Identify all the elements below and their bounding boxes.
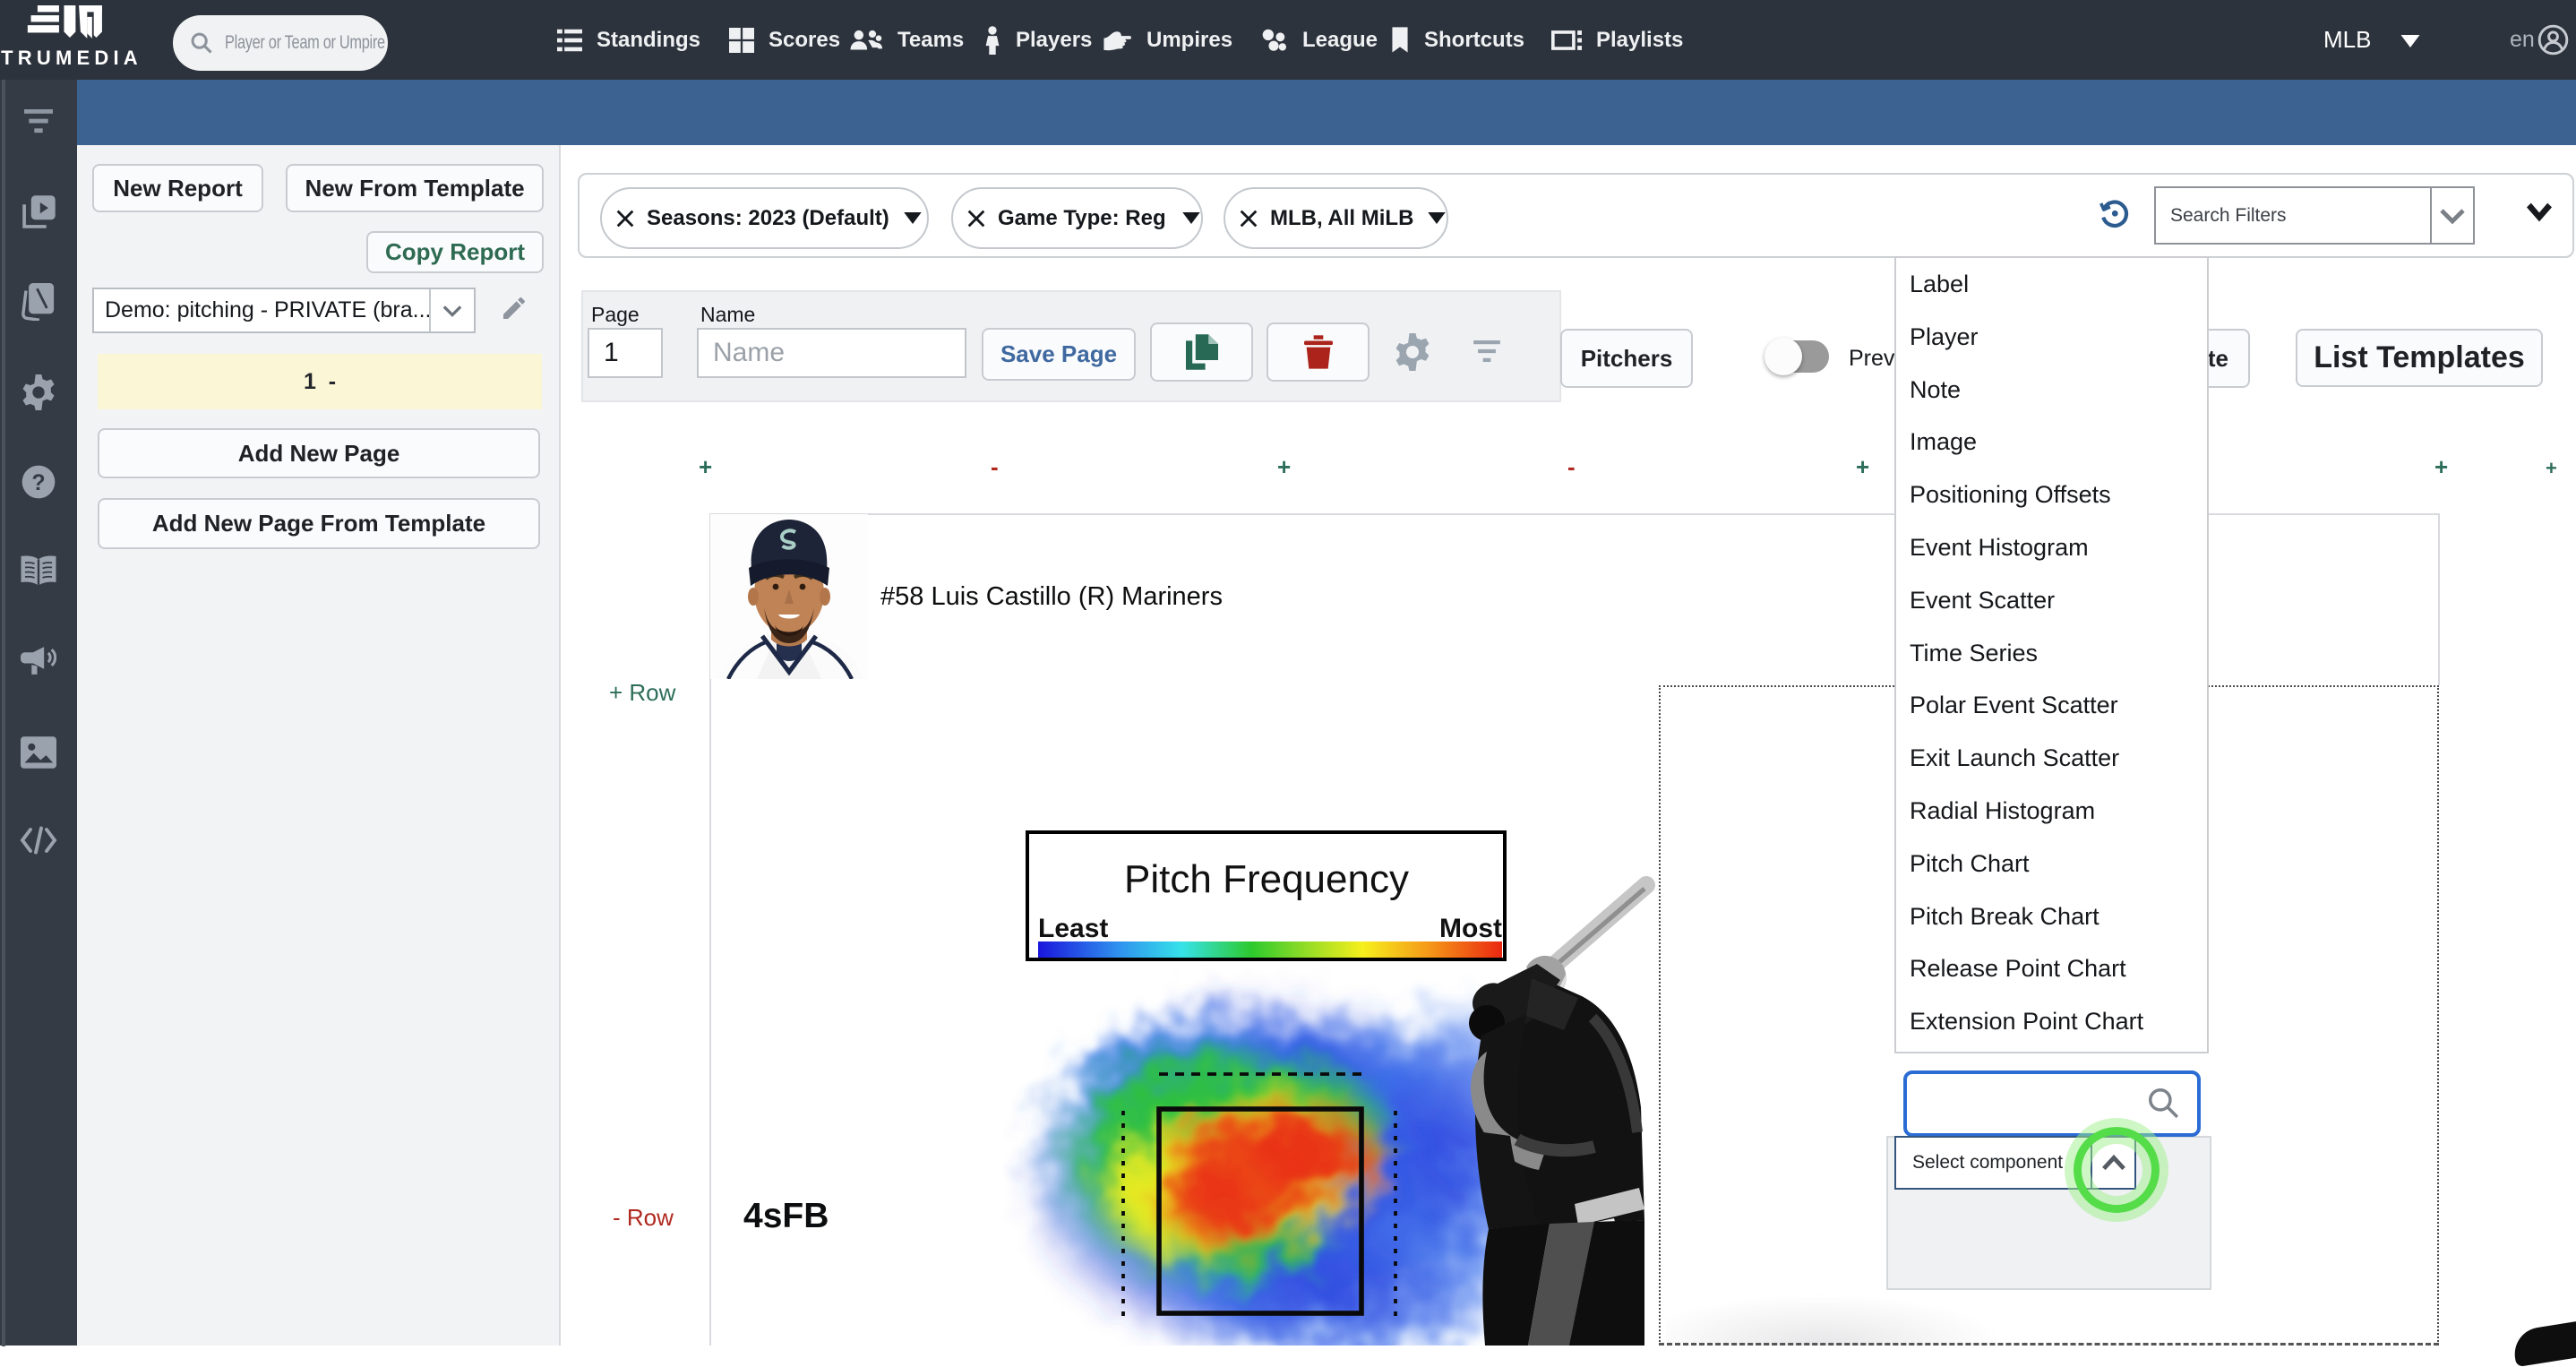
svg-text:?: ? [31,470,45,495]
svg-text:Least: Least [1038,914,1108,943]
svg-text:Pitch Frequency: Pitch Frequency [1124,857,1409,901]
svg-text:Most: Most [1439,914,1502,943]
